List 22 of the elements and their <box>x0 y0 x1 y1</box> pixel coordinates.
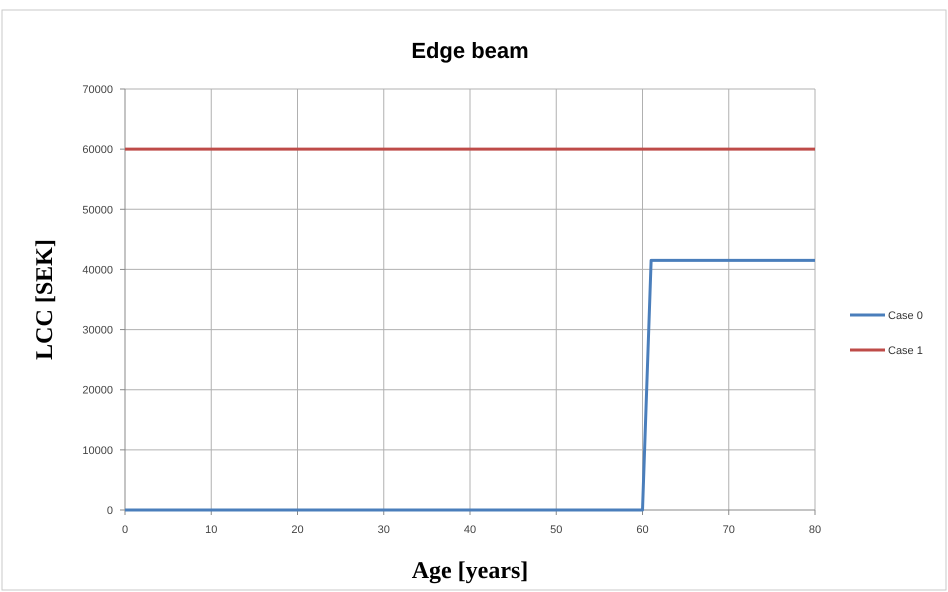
x-axis-title: Age [years] <box>412 558 528 584</box>
y-tick-label: 50000 <box>82 204 113 216</box>
x-tick-label: 30 <box>378 524 390 536</box>
x-tick-label: 0 <box>122 524 128 536</box>
y-tick-label: 0 <box>106 505 113 517</box>
x-tick-label: 60 <box>636 524 649 536</box>
x-tick-label: 10 <box>205 524 218 536</box>
y-tick-label: 30000 <box>82 324 113 337</box>
legend-label: Case 1 <box>888 345 923 357</box>
x-tick-label: 20 <box>291 524 304 536</box>
x-tick-label: 70 <box>722 524 735 536</box>
y-tick-label: 60000 <box>82 144 113 156</box>
x-tick-label: 50 <box>550 524 562 536</box>
chart-title: Edge beam <box>411 38 529 63</box>
y-tick-label: 70000 <box>82 84 113 96</box>
y-tick-label: 20000 <box>82 384 113 397</box>
legend-label: Case 0 <box>888 310 923 322</box>
y-tick-label: 10000 <box>82 444 113 457</box>
x-tick-label: 40 <box>464 524 476 536</box>
y-tick-label: 40000 <box>82 264 113 276</box>
x-tick-label: 80 <box>808 524 822 536</box>
y-axis-title: LCC [SEK] <box>32 239 58 360</box>
